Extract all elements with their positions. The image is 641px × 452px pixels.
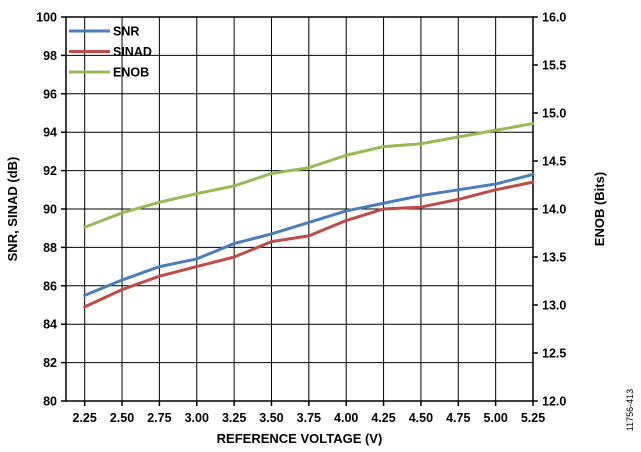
x-tick-label: 4.00	[334, 411, 358, 425]
right-tick-label: 14.0	[542, 203, 566, 217]
right-tick-label: 12.0	[542, 395, 566, 409]
left-tick-label: 100	[36, 11, 57, 25]
x-tick-label: 2.75	[147, 411, 171, 425]
right-tick-label: 12.5	[542, 347, 566, 361]
figure-id: 11756-413	[625, 389, 635, 431]
right-tick-label: 14.5	[542, 155, 566, 169]
left-tick-label: 94	[43, 126, 57, 140]
legend: SNR SINAD ENOB	[69, 25, 152, 80]
y-axis-label: SNR, SINAD (dB)	[5, 157, 20, 262]
right-tick-label: 13.5	[542, 251, 566, 265]
x-tick-label: 4.50	[409, 411, 433, 425]
series-line-enob	[83, 122, 535, 229]
left-tick-label: 96	[43, 87, 57, 101]
left-tick-label: 80	[43, 395, 57, 409]
left-tick-label: 98	[43, 49, 57, 63]
x-axis-ticks: 2.25 2.50 2.75 3.00 3.25 3.50 3.75 4.00 4.25 4.50…	[73, 401, 545, 425]
x-tick-label: 4.75	[446, 411, 470, 425]
legend-label-snr: SNR	[113, 25, 139, 39]
left-tick-label: 82	[43, 356, 57, 370]
x-tick-label: 3.75	[297, 411, 321, 425]
series-line-sinad	[83, 180, 535, 309]
left-tick-label: 84	[43, 318, 57, 332]
x-tick-label: 3.25	[222, 411, 246, 425]
left-tick-label: 88	[43, 241, 57, 255]
right-tick-label: 15.5	[542, 59, 566, 73]
left-tick-label: 86	[43, 279, 57, 293]
left-tick-label: 90	[43, 203, 57, 217]
right-tick-label: 13.0	[542, 299, 566, 313]
legend-label-sinad: SINAD	[113, 45, 152, 59]
x-tick-label: 5.25	[521, 411, 545, 425]
right-axis-ticks: 12.0 12.5 13.0 13.5 14.0 14.5 15.0 15.5 16.0	[533, 11, 566, 409]
x-tick-label: 3.00	[185, 411, 209, 425]
x-tick-label: 2.25	[73, 411, 97, 425]
x-tick-label: 5.00	[483, 411, 507, 425]
series-line-snr	[83, 172, 535, 297]
legend-label-enob: ENOB	[113, 66, 149, 80]
right-tick-label: 15.0	[542, 107, 566, 121]
y2-axis-label: ENOB (Bits)	[592, 172, 607, 246]
series-lines	[83, 122, 535, 309]
left-axis-ticks: 80 82 84 86 88 90 92 94 96 98 100	[36, 11, 66, 409]
left-tick-label: 92	[43, 164, 57, 178]
x-axis-label: REFERENCE VOLTAGE (V)	[217, 431, 383, 446]
x-tick-label: 2.50	[110, 411, 134, 425]
x-tick-label: 3.50	[259, 411, 283, 425]
x-tick-label: 4.25	[371, 411, 395, 425]
right-tick-label: 16.0	[542, 11, 566, 25]
